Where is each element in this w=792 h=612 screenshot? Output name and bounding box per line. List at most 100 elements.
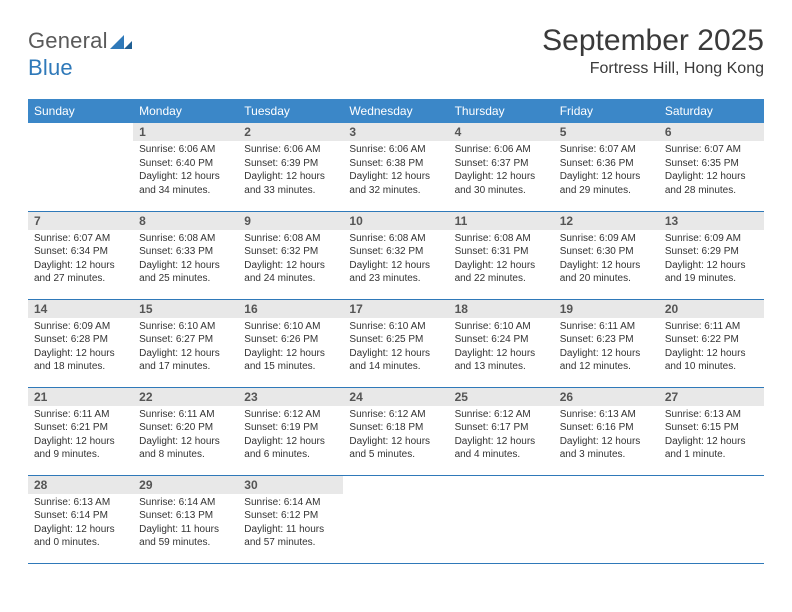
calendar-day-cell: 27Sunrise: 6:13 AMSunset: 6:15 PMDayligh… bbox=[659, 387, 764, 475]
weekday-header: Friday bbox=[554, 99, 659, 123]
daylight-text: Daylight: 11 hours and 59 minutes. bbox=[139, 523, 232, 550]
day-number: 23 bbox=[238, 388, 343, 406]
day-number: 19 bbox=[554, 300, 659, 318]
logo: GeneralBlue bbox=[28, 28, 132, 81]
day-number: 27 bbox=[659, 388, 764, 406]
daylight-text: Daylight: 12 hours and 5 minutes. bbox=[349, 435, 442, 462]
month-title: September 2025 bbox=[542, 24, 764, 58]
sunset-text: Sunset: 6:23 PM bbox=[560, 333, 653, 347]
day-body: Sunrise: 6:14 AMSunset: 6:13 PMDaylight:… bbox=[133, 494, 238, 556]
day-number: 9 bbox=[238, 212, 343, 230]
sunrise-text: Sunrise: 6:08 AM bbox=[349, 232, 442, 246]
sunrise-text: Sunrise: 6:06 AM bbox=[455, 143, 548, 157]
sunrise-text: Sunrise: 6:06 AM bbox=[139, 143, 232, 157]
calendar-week-row: .1Sunrise: 6:06 AMSunset: 6:40 PMDayligh… bbox=[28, 123, 764, 211]
day-number: 13 bbox=[659, 212, 764, 230]
calendar-day-cell: . bbox=[343, 475, 448, 563]
day-body: Sunrise: 6:10 AMSunset: 6:26 PMDaylight:… bbox=[238, 318, 343, 380]
day-number: 2 bbox=[238, 123, 343, 141]
day-number: 30 bbox=[238, 476, 343, 494]
sunrise-text: Sunrise: 6:07 AM bbox=[560, 143, 653, 157]
weekday-header: Monday bbox=[133, 99, 238, 123]
calendar-day-cell: 29Sunrise: 6:14 AMSunset: 6:13 PMDayligh… bbox=[133, 475, 238, 563]
calendar-day-cell: 3Sunrise: 6:06 AMSunset: 6:38 PMDaylight… bbox=[343, 123, 448, 211]
day-body: Sunrise: 6:10 AMSunset: 6:24 PMDaylight:… bbox=[449, 318, 554, 380]
day-number: 25 bbox=[449, 388, 554, 406]
day-number: 12 bbox=[554, 212, 659, 230]
logo-mark-icon bbox=[110, 29, 132, 55]
sunrise-text: Sunrise: 6:09 AM bbox=[34, 320, 127, 334]
day-number: 11 bbox=[449, 212, 554, 230]
sunset-text: Sunset: 6:26 PM bbox=[244, 333, 337, 347]
daylight-text: Daylight: 12 hours and 3 minutes. bbox=[560, 435, 653, 462]
sunset-text: Sunset: 6:39 PM bbox=[244, 157, 337, 171]
sunset-text: Sunset: 6:12 PM bbox=[244, 509, 337, 523]
day-body: Sunrise: 6:13 AMSunset: 6:14 PMDaylight:… bbox=[28, 494, 133, 556]
day-number: 29 bbox=[133, 476, 238, 494]
daylight-text: Daylight: 12 hours and 8 minutes. bbox=[139, 435, 232, 462]
day-body: Sunrise: 6:09 AMSunset: 6:28 PMDaylight:… bbox=[28, 318, 133, 380]
sunset-text: Sunset: 6:30 PM bbox=[560, 245, 653, 259]
day-number: 22 bbox=[133, 388, 238, 406]
sunrise-text: Sunrise: 6:12 AM bbox=[244, 408, 337, 422]
daylight-text: Daylight: 12 hours and 32 minutes. bbox=[349, 170, 442, 197]
sunset-text: Sunset: 6:20 PM bbox=[139, 421, 232, 435]
sunset-text: Sunset: 6:27 PM bbox=[139, 333, 232, 347]
daylight-text: Daylight: 12 hours and 0 minutes. bbox=[34, 523, 127, 550]
sunset-text: Sunset: 6:13 PM bbox=[139, 509, 232, 523]
day-body: Sunrise: 6:12 AMSunset: 6:18 PMDaylight:… bbox=[343, 406, 448, 468]
calendar-day-cell: 4Sunrise: 6:06 AMSunset: 6:37 PMDaylight… bbox=[449, 123, 554, 211]
day-body: Sunrise: 6:11 AMSunset: 6:20 PMDaylight:… bbox=[133, 406, 238, 468]
logo-text: GeneralBlue bbox=[28, 28, 132, 81]
day-body: Sunrise: 6:11 AMSunset: 6:21 PMDaylight:… bbox=[28, 406, 133, 468]
sunset-text: Sunset: 6:17 PM bbox=[455, 421, 548, 435]
day-number: 1 bbox=[133, 123, 238, 141]
page: GeneralBlue September 2025 Fortress Hill… bbox=[0, 0, 792, 584]
daylight-text: Daylight: 12 hours and 33 minutes. bbox=[244, 170, 337, 197]
daylight-text: Daylight: 12 hours and 22 minutes. bbox=[455, 259, 548, 286]
day-body: Sunrise: 6:11 AMSunset: 6:22 PMDaylight:… bbox=[659, 318, 764, 380]
calendar-week-row: 7Sunrise: 6:07 AMSunset: 6:34 PMDaylight… bbox=[28, 211, 764, 299]
day-body: Sunrise: 6:13 AMSunset: 6:15 PMDaylight:… bbox=[659, 406, 764, 468]
calendar-day-cell: 26Sunrise: 6:13 AMSunset: 6:16 PMDayligh… bbox=[554, 387, 659, 475]
daylight-text: Daylight: 12 hours and 25 minutes. bbox=[139, 259, 232, 286]
sunrise-text: Sunrise: 6:07 AM bbox=[665, 143, 758, 157]
calendar-day-cell: 12Sunrise: 6:09 AMSunset: 6:30 PMDayligh… bbox=[554, 211, 659, 299]
day-number: 20 bbox=[659, 300, 764, 318]
sunrise-text: Sunrise: 6:11 AM bbox=[560, 320, 653, 334]
daylight-text: Daylight: 12 hours and 10 minutes. bbox=[665, 347, 758, 374]
weekday-header: Saturday bbox=[659, 99, 764, 123]
weekday-header: Thursday bbox=[449, 99, 554, 123]
sunrise-text: Sunrise: 6:13 AM bbox=[665, 408, 758, 422]
day-number: 6 bbox=[659, 123, 764, 141]
calendar-day-cell: 2Sunrise: 6:06 AMSunset: 6:39 PMDaylight… bbox=[238, 123, 343, 211]
sunset-text: Sunset: 6:21 PM bbox=[34, 421, 127, 435]
day-body: Sunrise: 6:08 AMSunset: 6:33 PMDaylight:… bbox=[133, 230, 238, 292]
day-body: Sunrise: 6:07 AMSunset: 6:34 PMDaylight:… bbox=[28, 230, 133, 292]
daylight-text: Daylight: 12 hours and 4 minutes. bbox=[455, 435, 548, 462]
calendar-day-cell: 1Sunrise: 6:06 AMSunset: 6:40 PMDaylight… bbox=[133, 123, 238, 211]
calendar-day-cell: 20Sunrise: 6:11 AMSunset: 6:22 PMDayligh… bbox=[659, 299, 764, 387]
sunset-text: Sunset: 6:40 PM bbox=[139, 157, 232, 171]
sunset-text: Sunset: 6:36 PM bbox=[560, 157, 653, 171]
calendar-day-cell: 16Sunrise: 6:10 AMSunset: 6:26 PMDayligh… bbox=[238, 299, 343, 387]
sunset-text: Sunset: 6:18 PM bbox=[349, 421, 442, 435]
sunrise-text: Sunrise: 6:10 AM bbox=[244, 320, 337, 334]
daylight-text: Daylight: 12 hours and 9 minutes. bbox=[34, 435, 127, 462]
weekday-row: Sunday Monday Tuesday Wednesday Thursday… bbox=[28, 99, 764, 123]
day-body: Sunrise: 6:09 AMSunset: 6:30 PMDaylight:… bbox=[554, 230, 659, 292]
day-body: Sunrise: 6:13 AMSunset: 6:16 PMDaylight:… bbox=[554, 406, 659, 468]
day-body: Sunrise: 6:08 AMSunset: 6:32 PMDaylight:… bbox=[238, 230, 343, 292]
calendar-body: .1Sunrise: 6:06 AMSunset: 6:40 PMDayligh… bbox=[28, 123, 764, 563]
calendar-day-cell: 10Sunrise: 6:08 AMSunset: 6:32 PMDayligh… bbox=[343, 211, 448, 299]
day-body: Sunrise: 6:08 AMSunset: 6:31 PMDaylight:… bbox=[449, 230, 554, 292]
day-body: Sunrise: 6:12 AMSunset: 6:19 PMDaylight:… bbox=[238, 406, 343, 468]
day-number: 17 bbox=[343, 300, 448, 318]
logo-part1: General bbox=[28, 28, 108, 53]
sunrise-text: Sunrise: 6:11 AM bbox=[34, 408, 127, 422]
calendar-day-cell: 28Sunrise: 6:13 AMSunset: 6:14 PMDayligh… bbox=[28, 475, 133, 563]
sunset-text: Sunset: 6:33 PM bbox=[139, 245, 232, 259]
daylight-text: Daylight: 12 hours and 1 minute. bbox=[665, 435, 758, 462]
day-body: Sunrise: 6:07 AMSunset: 6:35 PMDaylight:… bbox=[659, 141, 764, 203]
calendar-day-cell: . bbox=[554, 475, 659, 563]
